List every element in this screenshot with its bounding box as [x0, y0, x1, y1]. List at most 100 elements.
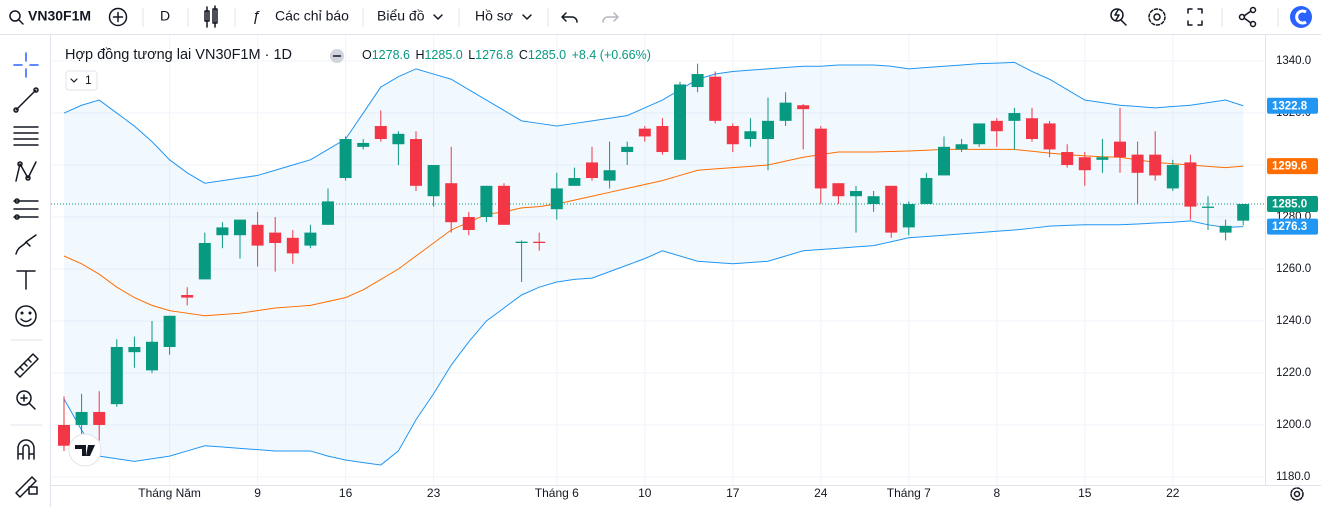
close-letter: C	[519, 48, 528, 62]
quick-search[interactable]	[1110, 8, 1127, 26]
candle-body	[304, 232, 317, 246]
plot	[51, 35, 1265, 485]
x-tick-label: 9	[254, 486, 261, 500]
candle-body	[1061, 152, 1074, 166]
text-tool[interactable]	[16, 270, 36, 290]
price-tag-label: 1285.0	[1272, 199, 1307, 211]
dropdown[interactable]	[65, 70, 98, 91]
y-tick-label: 1220.0	[1276, 367, 1311, 379]
x-tick-label: 8	[993, 486, 1000, 500]
candle-body	[234, 219, 246, 236]
trendline-tool[interactable]	[13, 87, 39, 113]
candle-body	[1219, 225, 1232, 233]
x-tick-label: 10	[638, 486, 652, 500]
candle-body	[128, 346, 141, 353]
x-tick-label: 16	[339, 486, 353, 500]
change-pct: (+0.66%)	[600, 48, 651, 62]
candle-icon[interactable]	[204, 5, 218, 28]
candle-body	[1202, 206, 1214, 208]
candle-body	[357, 142, 370, 147]
candle-body	[638, 128, 651, 137]
price-tag	[1267, 97, 1318, 114]
candle-body	[392, 133, 405, 145]
indicators[interactable]: Các chỉ báo	[275, 8, 349, 24]
candle-body	[322, 201, 334, 225]
redo[interactable]	[602, 12, 619, 23]
search-icon[interactable]	[9, 10, 24, 25]
candle-body	[779, 102, 792, 121]
share[interactable]	[1238, 6, 1257, 28]
price-tag-label: 1276.3	[1272, 221, 1307, 233]
candle-body	[1149, 154, 1162, 176]
band-line	[63, 61, 1244, 184]
magnet-tool[interactable]	[17, 439, 35, 460]
price-tag	[1267, 218, 1318, 235]
x-tick-label: 17	[726, 486, 740, 500]
price-tag	[1267, 158, 1318, 175]
candle-body	[920, 178, 933, 205]
symbol[interactable]: VN30F1M	[28, 8, 91, 24]
candle-body	[1184, 162, 1197, 207]
candle-body	[1078, 157, 1091, 171]
candle-body	[744, 131, 757, 140]
pattern-tool[interactable]	[15, 161, 37, 182]
fx-icon[interactable]: ƒ	[252, 8, 260, 25]
candle-body	[621, 146, 634, 153]
crosshair-tool[interactable]	[13, 52, 39, 78]
candle-body	[726, 126, 739, 145]
x-tick-label: Tháng 6	[535, 486, 579, 500]
x-tick-label: 24	[814, 486, 828, 500]
logo[interactable]	[1290, 6, 1312, 28]
brush-tool[interactable]	[15, 234, 37, 255]
candle-body	[603, 170, 616, 181]
candle-body	[885, 185, 898, 233]
low-value: 1276.8	[475, 48, 513, 62]
candle-body	[797, 105, 810, 110]
candle-body	[1043, 123, 1056, 150]
price-tag	[1267, 196, 1318, 213]
lock-draw-tool[interactable]	[15, 476, 38, 498]
close-value: 1285.0	[528, 48, 566, 62]
y-tick-label: 1180.0	[1276, 471, 1310, 483]
x-tick-label: Tháng Năm	[138, 486, 201, 500]
x-tick-label: 22	[1166, 486, 1180, 500]
candle-body	[462, 217, 475, 231]
axis-settings[interactable]	[1290, 487, 1304, 501]
candle-body	[990, 120, 1003, 132]
candle-body	[550, 188, 563, 210]
candle-body	[251, 224, 264, 246]
candle-body	[586, 162, 598, 179]
candle-body	[955, 144, 968, 150]
candle-body	[198, 243, 211, 280]
high-letter: H	[415, 48, 424, 62]
emoji-tool[interactable]	[15, 305, 37, 327]
ruler-tool[interactable]	[14, 353, 39, 378]
candle-body	[146, 341, 158, 371]
candle-body	[163, 315, 176, 347]
candle-body	[93, 411, 106, 425]
candle-body	[973, 123, 986, 145]
add-symbol[interactable]	[108, 7, 128, 27]
interval[interactable]: D	[160, 8, 170, 24]
fullscreen[interactable]	[1187, 8, 1203, 26]
zoom-tool[interactable]	[16, 390, 36, 410]
logo-mark	[1295, 9, 1307, 25]
candle-body	[480, 185, 493, 218]
change: +8.4	[572, 48, 597, 62]
x-tick-label: Tháng 7	[887, 486, 931, 500]
candle-body	[1096, 157, 1109, 160]
open-letter: O	[362, 48, 372, 62]
fib-tool[interactable]	[13, 126, 39, 146]
chevron	[522, 14, 532, 20]
candle-body	[568, 178, 581, 186]
settings[interactable]	[1148, 8, 1166, 26]
chart-type[interactable]: Biểu đồ	[377, 8, 425, 24]
ohlc-legend: O1278.6 H1285.0 L1276.8 C1285.0 +8.4 (+0…	[362, 48, 651, 62]
projection-tool[interactable]	[13, 198, 39, 220]
candle-body	[850, 191, 862, 197]
candle-body	[58, 424, 70, 446]
profile[interactable]: Hồ sơ	[475, 8, 513, 24]
undo[interactable]	[561, 12, 578, 23]
